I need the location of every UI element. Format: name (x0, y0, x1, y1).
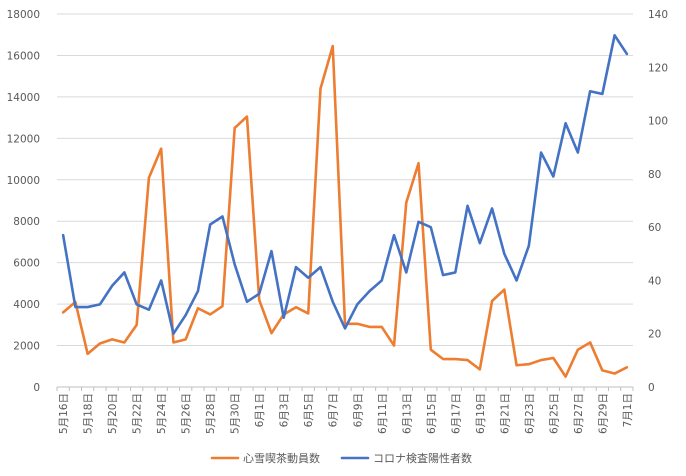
y-left-tick-label: 18000 (7, 9, 40, 21)
y-right-tick-label: 60 (648, 222, 661, 234)
x-tick-label: 6月7日 (328, 393, 340, 427)
x-tick-label: 5月24日 (156, 393, 168, 434)
x-tick-label: 5月16日 (58, 393, 70, 434)
y-right-tick-label: 80 (648, 169, 661, 181)
x-tick-label: 5月20日 (107, 393, 119, 434)
x-tick-label: 5月28日 (205, 393, 217, 434)
gridlines (57, 13, 633, 388)
x-tick-label: 6月19日 (475, 393, 487, 434)
y-left-tick-label: 14000 (7, 92, 40, 104)
x-tick-label: 5月30日 (230, 393, 242, 434)
y-left-tick-label: 10000 (7, 175, 40, 187)
x-tick-label: 6月9日 (352, 393, 364, 427)
x-tick-label: 6月15日 (426, 393, 438, 434)
axes: 0 2000 4000 6000 8000 10000 12000 14000 16000 180… (7, 9, 668, 434)
x-tick-label: 6月25日 (548, 393, 560, 434)
y-right-tick-label: 140 (648, 9, 668, 21)
y-left-tick-label: 16000 (7, 50, 40, 62)
y-left-tick-label: 12000 (7, 133, 40, 145)
y-right-tick-label: 100 (648, 116, 668, 128)
series-lines (61, 34, 629, 378)
y-right-tick-label: 40 (648, 275, 661, 287)
x-tick-label: 6月27日 (573, 393, 585, 434)
x-tick-label: 5月22日 (132, 393, 144, 434)
y-left-tick-label: 0 (33, 382, 40, 394)
legend-label: 心雪喫茶動員数 (243, 451, 320, 465)
x-tick-label: 6月23日 (524, 393, 536, 434)
x-tick-label: 6月11日 (377, 393, 389, 434)
series-line (61, 34, 629, 336)
x-tick-label: 6月17日 (450, 393, 462, 434)
x-tick-label: 6月3日 (279, 393, 291, 427)
legend: 心雪喫茶動員数 コロナ検査陽性者数 (210, 451, 472, 465)
y-left-tick-label: 6000 (13, 258, 40, 270)
y-right-tick-label: 0 (648, 382, 655, 394)
y-left-tick-label: 8000 (13, 216, 40, 228)
x-tick-label: 7月1日 (622, 393, 634, 427)
y-right-tick-label: 120 (648, 62, 668, 74)
x-tick-label: 6月13日 (401, 393, 413, 434)
y-right-tick-label: 20 (648, 329, 661, 341)
x-tick-label: 6月29日 (597, 393, 609, 434)
x-tick-label: 5月18日 (83, 393, 95, 434)
x-tick-label: 6月5日 (303, 393, 315, 427)
x-tick-label: 6月1日 (254, 393, 266, 427)
x-tick-label: 6月21日 (499, 393, 511, 434)
y-left-tick-label: 4000 (13, 299, 40, 311)
legend-label: コロナ検査陽性者数 (373, 451, 472, 465)
series-line (61, 44, 629, 378)
y-left-tick-label: 2000 (13, 341, 40, 353)
x-tick-label: 5月26日 (181, 393, 193, 434)
